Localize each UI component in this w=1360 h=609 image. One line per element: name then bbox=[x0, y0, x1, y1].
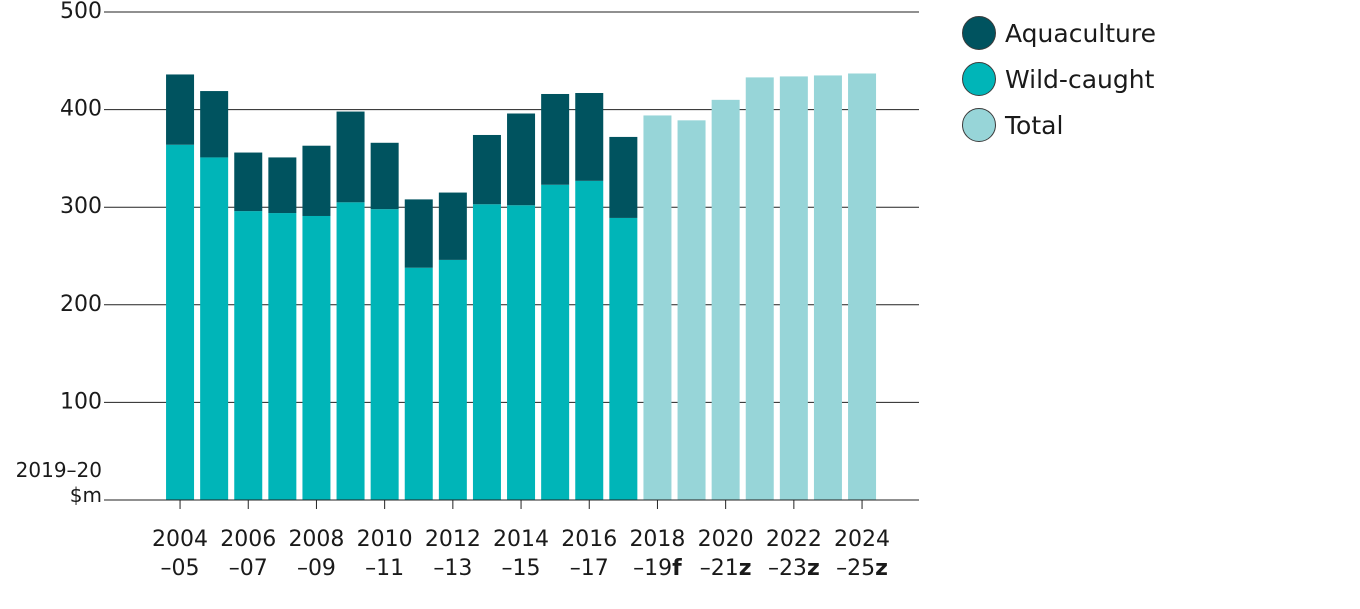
bar-wild-caught-13 bbox=[609, 217, 638, 500]
x-tick-label-2010: 2010 bbox=[357, 527, 413, 552]
bar-wild-caught-6 bbox=[370, 209, 399, 501]
x-tick-sublabel-2010: –11 bbox=[365, 556, 404, 581]
x-tick-sublabel-2018: –19f bbox=[633, 556, 682, 581]
bar-wild-caught-2 bbox=[234, 211, 263, 500]
bar-wild-caught-9 bbox=[472, 204, 501, 500]
x-tick-label-2016: 2016 bbox=[561, 527, 617, 552]
x-tick-label-2012: 2012 bbox=[425, 527, 481, 552]
bar-wild-caught-3 bbox=[268, 213, 297, 500]
x-tick-sublabel-2008: –09 bbox=[297, 556, 336, 581]
x-tick-sublabel-2004: –05 bbox=[161, 556, 200, 581]
y-tick-label-100: 100 bbox=[60, 389, 102, 414]
bar-wild-caught-7 bbox=[404, 267, 433, 500]
bar-wild-caught-0 bbox=[166, 144, 195, 500]
x-tick-label-2014: 2014 bbox=[493, 527, 549, 552]
bar-total-14 bbox=[643, 115, 672, 501]
legend-swatch-total bbox=[962, 108, 996, 142]
y-tick-label-500: 500 bbox=[60, 0, 102, 24]
bar-wild-caught-5 bbox=[336, 202, 365, 500]
x-tick-sublabel-2012: –13 bbox=[433, 556, 472, 581]
legend-label-wild-caught: Wild-caught bbox=[1005, 64, 1155, 94]
bar-wild-caught-1 bbox=[200, 157, 229, 500]
bar-aquaculture-5 bbox=[336, 111, 365, 203]
x-tick-label-2008: 2008 bbox=[288, 527, 344, 552]
bar-aquaculture-9 bbox=[472, 134, 501, 205]
x-tick-label-2022: 2022 bbox=[766, 527, 822, 552]
bar-chart: 100 200 300 400 500 2004 –05 2006 –07 2008 –09 2010… bbox=[16, 0, 919, 581]
y-tick-label-200: 200 bbox=[60, 292, 102, 317]
legend-item-aquaculture: Aquaculture bbox=[962, 10, 1156, 56]
bar-aquaculture-1 bbox=[200, 91, 229, 158]
legend-label-total: Total bbox=[1005, 110, 1064, 140]
bar-aquaculture-10 bbox=[507, 113, 536, 206]
bar-wild-caught-10 bbox=[507, 205, 536, 501]
bar-wild-caught-11 bbox=[541, 184, 570, 500]
y-axis-unit-line1: 2019–20 bbox=[16, 458, 102, 482]
x-tick-sublabel-2020: –21z bbox=[700, 556, 752, 581]
legend-swatch-wild-caught bbox=[962, 62, 996, 96]
bar-aquaculture-0 bbox=[166, 74, 195, 145]
bar-wild-caught-12 bbox=[575, 180, 604, 500]
legend-item-wild-caught: Wild-caught bbox=[962, 56, 1156, 102]
bar-total-15 bbox=[677, 120, 706, 500]
legend-swatch-aquaculture bbox=[962, 16, 996, 50]
bar-aquaculture-11 bbox=[541, 93, 570, 185]
chart-legend: Aquaculture Wild-caught Total bbox=[962, 10, 1156, 148]
x-tick-sublabel-2022: –23z bbox=[768, 556, 820, 581]
bar-wild-caught-8 bbox=[438, 259, 467, 500]
y-tick-label-300: 300 bbox=[60, 194, 102, 219]
x-tick-sublabel-2006: –07 bbox=[229, 556, 268, 581]
bar-aquaculture-12 bbox=[575, 93, 604, 181]
x-tick-label-2004: 2004 bbox=[152, 527, 208, 552]
bar-total-18 bbox=[779, 76, 808, 500]
x-tick-label-2006: 2006 bbox=[220, 527, 276, 552]
bar-aquaculture-8 bbox=[438, 192, 467, 260]
x-tick-sublabel-2024: –25z bbox=[836, 556, 888, 581]
x-tick-sublabel-2016: –17 bbox=[570, 556, 609, 581]
bar-aquaculture-4 bbox=[302, 145, 331, 216]
bar-aquaculture-7 bbox=[404, 199, 433, 268]
bar-aquaculture-13 bbox=[609, 136, 638, 218]
y-tick-label-400: 400 bbox=[60, 97, 102, 122]
bar-total-20 bbox=[848, 73, 877, 500]
x-tick-label-2024: 2024 bbox=[834, 527, 890, 552]
bar-aquaculture-3 bbox=[268, 157, 297, 214]
bar-aquaculture-6 bbox=[370, 142, 399, 210]
legend-item-total: Total bbox=[962, 102, 1156, 148]
bar-wild-caught-4 bbox=[302, 215, 331, 500]
x-tick-sublabel-2014: –15 bbox=[502, 556, 541, 581]
bar-total-19 bbox=[813, 75, 842, 500]
bar-total-16 bbox=[711, 99, 740, 500]
bar-aquaculture-2 bbox=[234, 152, 263, 212]
bar-total-17 bbox=[745, 77, 774, 500]
legend-label-aquaculture: Aquaculture bbox=[1005, 18, 1156, 48]
x-tick-label-2020: 2020 bbox=[698, 527, 754, 552]
y-axis-unit-line2: $m bbox=[70, 483, 102, 507]
x-tick-label-2018: 2018 bbox=[629, 527, 685, 552]
